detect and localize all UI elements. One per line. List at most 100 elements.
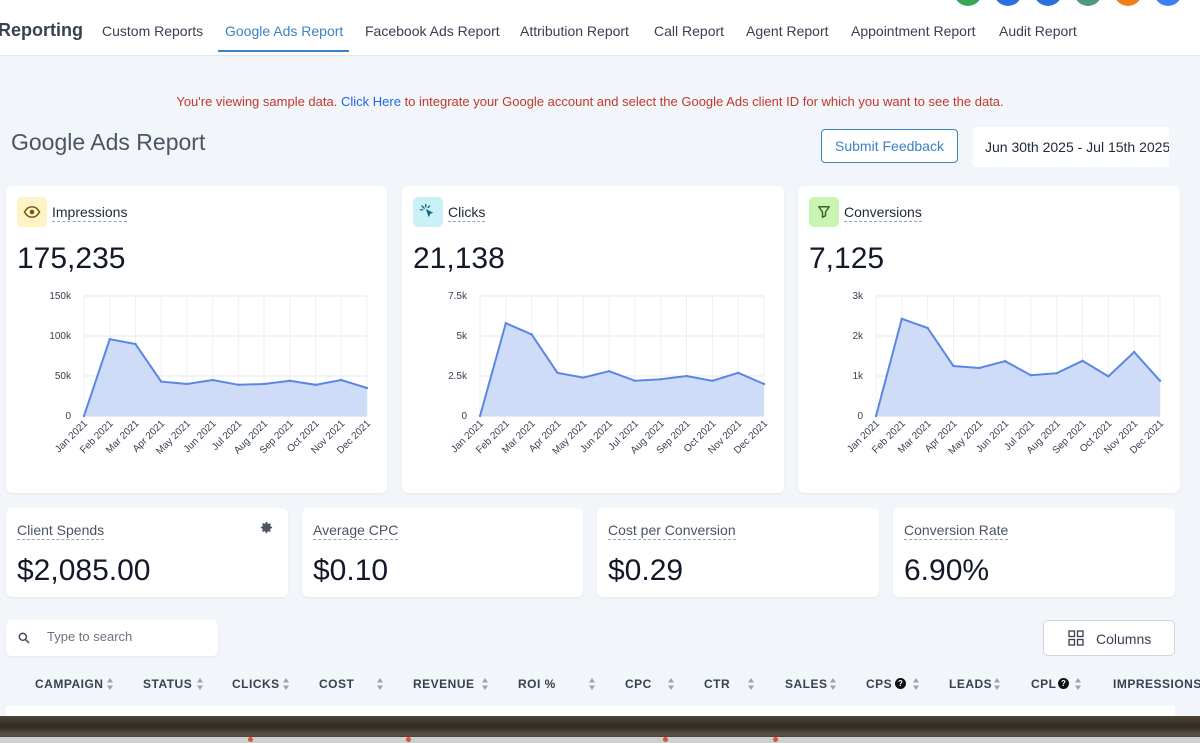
series-line [83, 338, 368, 417]
avatar[interactable] [994, 0, 1022, 6]
column-header-cost[interactable]: COST [319, 677, 355, 691]
impressions-card: Impressions 175,235 0 50k 100k 150k Jan 2021… [6, 186, 387, 493]
date-range-picker[interactable]: Jun 30th 2025 - Jul 15th 2025 [973, 127, 1169, 167]
column-header-cpl[interactable]: CPL [1031, 677, 1057, 691]
cpl-help-icon[interactable]: ? [1058, 678, 1069, 689]
sort-icon[interactable] [667, 677, 675, 691]
data-point [1158, 379, 1162, 382]
impressions-label: Impressions [52, 204, 128, 222]
avatar[interactable] [1114, 0, 1142, 6]
sort-icon[interactable] [196, 677, 204, 691]
sort-icon[interactable] [1074, 677, 1082, 691]
avatar[interactable] [1034, 0, 1062, 6]
y-tick-label: 2.5k [448, 371, 468, 382]
clicks-label: Clicks [448, 204, 486, 222]
tab-custom-reports[interactable]: Custom Reports [102, 23, 204, 39]
column-header-impressions[interactable]: IMPRESSIONS [1113, 677, 1200, 691]
dock-indicator [248, 737, 253, 742]
column-header-cpc[interactable]: CPC [625, 677, 652, 691]
data-point [478, 414, 482, 418]
data-point [874, 414, 878, 418]
column-header-clicks[interactable]: CLICKS [232, 677, 280, 691]
sort-icon[interactable] [588, 677, 596, 691]
data-point [900, 317, 904, 320]
column-header-revenue[interactable]: REVENUE [413, 677, 475, 691]
table-header [0, 664, 1200, 704]
dock-indicator [663, 737, 668, 742]
tab-attribution-report[interactable]: Attribution Report [520, 23, 629, 39]
dock-indicator [773, 737, 778, 742]
column-header-leads[interactable]: LEADS [949, 677, 993, 691]
sort-icon[interactable] [282, 677, 290, 691]
conversion-rate-label: Conversion Rate [904, 522, 1009, 540]
series-area [480, 323, 764, 416]
table-row [6, 706, 1175, 718]
dock-indicator [406, 737, 411, 742]
column-header-status[interactable]: STATUS [143, 677, 193, 691]
sort-icon[interactable] [481, 677, 489, 691]
avatar[interactable] [1074, 0, 1102, 6]
eye-icon [17, 197, 47, 227]
data-point [926, 326, 929, 330]
data-point [736, 371, 740, 374]
average-cpc-label: Average CPC [313, 522, 399, 540]
series-area [876, 318, 1160, 416]
tab-agent-report[interactable]: Agent Report [746, 23, 829, 39]
data-point [237, 383, 240, 386]
search-icon [18, 632, 30, 644]
conversions-label: Conversions [844, 204, 922, 222]
columns-grid-icon [1068, 630, 1084, 646]
gear-icon[interactable] [259, 520, 274, 535]
clicks-value: 21,138 [413, 242, 505, 275]
columns-button-label: Columns [1096, 631, 1152, 647]
data-point [365, 386, 369, 390]
sort-icon[interactable] [993, 677, 1001, 691]
data-point [582, 376, 585, 379]
column-header-sales[interactable]: SALES [785, 677, 828, 691]
click-here-link[interactable]: Click Here [340, 94, 401, 109]
column-header-roi[interactable]: ROI % [518, 677, 556, 691]
column-header-ctr[interactable]: CTR [704, 677, 731, 691]
avatar[interactable] [954, 0, 982, 6]
tab-facebook-ads-report[interactable]: Facebook Ads Report [365, 23, 500, 39]
y-tick-label: 50k [55, 371, 72, 382]
tab-google-ads-report[interactable]: Google Ads Report [225, 23, 344, 39]
data-point [685, 374, 688, 378]
sample-data-banner: You're viewing sample data. Click Here t… [0, 94, 1180, 109]
client-spends-label: Client Spends [17, 522, 105, 540]
sort-icon[interactable] [106, 677, 114, 691]
column-header-cps[interactable]: CPS [866, 677, 893, 691]
columns-button[interactable]: Columns [1043, 620, 1175, 656]
sort-icon[interactable] [829, 677, 837, 691]
sort-icon[interactable] [912, 677, 920, 691]
data-point [530, 333, 533, 336]
average-cpc-card: Average CPC $0.10 [302, 508, 583, 597]
tab-appointment-report[interactable]: Appointment Report [851, 23, 976, 39]
cost-per-conversion-card: Cost per Conversion $0.29 [597, 508, 879, 597]
search-input[interactable] [47, 629, 207, 644]
tab-audit-report[interactable]: Audit Report [999, 23, 1077, 39]
sort-icon[interactable] [747, 677, 755, 691]
avatar[interactable] [1154, 0, 1182, 6]
active-tab-indicator [218, 50, 349, 52]
client-spends-card: Client Spends $2,085.00 [6, 508, 288, 597]
column-header-campaign[interactable]: CAMPAIGN [35, 677, 104, 691]
data-point [262, 382, 266, 386]
sort-icon[interactable] [376, 677, 384, 691]
data-point [659, 378, 662, 381]
submit-feedback-button[interactable]: Submit Feedback [821, 129, 958, 163]
data-point [1029, 374, 1033, 377]
data-point [211, 378, 214, 382]
tab-call-report[interactable]: Call Report [654, 23, 725, 39]
data-point [1081, 359, 1084, 362]
conversions-value: 7,125 [809, 242, 885, 275]
data-point [288, 379, 292, 382]
impressions-value: 175,235 [17, 242, 126, 275]
cps-help-icon[interactable]: ? [895, 678, 906, 689]
series-line [479, 321, 765, 417]
data-point [556, 371, 559, 374]
data-point [82, 414, 86, 418]
data-point [185, 382, 189, 386]
